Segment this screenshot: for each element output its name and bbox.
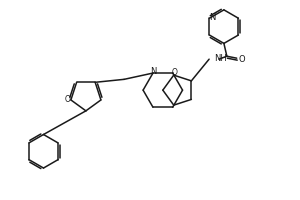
Text: NH: NH <box>214 54 227 63</box>
Text: N: N <box>209 13 215 22</box>
Text: O: O <box>172 68 178 77</box>
Text: N: N <box>150 67 156 76</box>
Text: O: O <box>238 55 245 64</box>
Text: O: O <box>65 95 71 104</box>
